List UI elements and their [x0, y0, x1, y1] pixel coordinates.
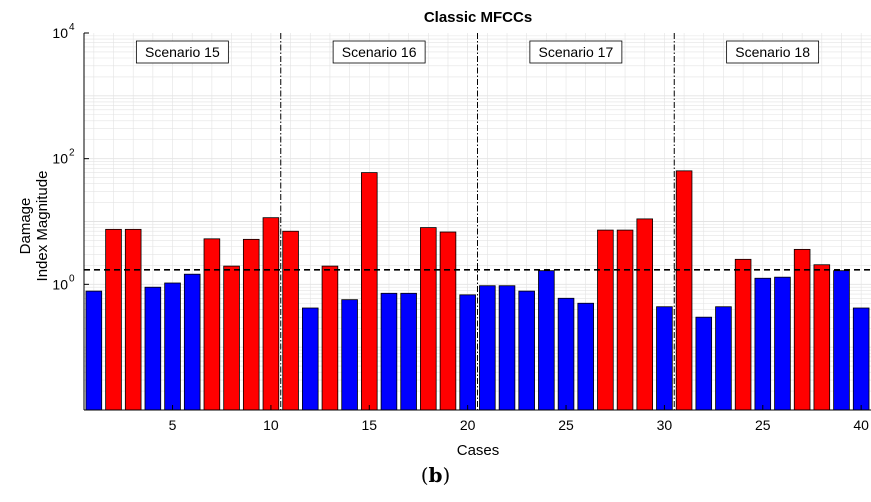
caption-open: (: [420, 463, 429, 487]
bar-case-36: [774, 276, 791, 411]
scenario-label-text: Scenario 15: [145, 44, 220, 60]
annotations: Scenario 15 Scenario 16 Scenario 17 Scenari…: [84, 33, 871, 410]
bar-case-29: [636, 218, 654, 411]
panel-caption: (b): [0, 463, 871, 487]
bar-case-12: [301, 307, 319, 411]
bar-case-20: [459, 294, 476, 411]
x-tick-label: 40: [853, 417, 869, 433]
bar-case-10: [262, 217, 280, 411]
scenario-label-text: Scenario 18: [735, 44, 810, 60]
bar-case-34: [734, 258, 752, 411]
bar-case-3: [124, 228, 142, 411]
bar-case-23: [518, 290, 535, 411]
bar-case-37: [793, 248, 811, 411]
bar-case-31: [675, 170, 693, 411]
y-tick-label: 10: [52, 151, 68, 167]
bar-case-33: [715, 306, 732, 411]
x-tick-label: 25: [755, 417, 771, 433]
bar-case-15: [361, 172, 378, 411]
x-axis-label: Cases: [457, 442, 500, 459]
scenario-label-2: Scenario 16: [332, 40, 426, 64]
x-tick-label: 20: [460, 417, 476, 433]
bar-case-24: [538, 270, 555, 411]
scenario-label-text: Scenario 17: [539, 44, 614, 60]
y-tick-label: 10: [52, 276, 68, 292]
bar-case-21: [479, 285, 496, 411]
scenario-label-3: Scenario 17: [529, 40, 623, 64]
bar-case-19: [439, 231, 457, 411]
bar-case-35: [754, 277, 772, 411]
bar-case-9: [242, 238, 260, 411]
scenario-label-box: [726, 40, 820, 64]
bar-case-40: [852, 307, 870, 411]
bar-case-25: [557, 297, 575, 411]
bar-case-38: [813, 264, 831, 411]
bar-case-5: [164, 282, 181, 411]
scenario-label-text: Scenario 16: [342, 44, 417, 60]
bar-case-39: [833, 270, 850, 411]
y-tick-exponent: 4: [69, 22, 75, 33]
y-tick-label: 10: [52, 25, 68, 41]
bar-case-27: [597, 229, 614, 411]
bar-case-7: [203, 238, 221, 411]
bar-case-8: [223, 265, 240, 411]
bar-case-26: [577, 302, 594, 411]
bar-case-6: [183, 273, 201, 411]
bar-case-11: [282, 230, 299, 411]
bar-case-14: [341, 299, 358, 411]
y-axis-label-line-2: Index Magnitude: [34, 171, 51, 282]
bar-case-17: [400, 292, 417, 411]
x-tick-label: 15: [361, 417, 377, 433]
y-axis-label-line-1: Damage: [17, 198, 34, 255]
y-axis-label: Damage Index Magnitude: [17, 171, 51, 282]
bar-case-28: [616, 229, 634, 411]
bar-case-16: [380, 292, 398, 411]
bar-case-4: [144, 286, 162, 411]
caption-letter: b: [428, 463, 443, 487]
chart-title: Classic MFCCs: [424, 9, 532, 26]
bar-case-32: [695, 316, 713, 411]
scenario-label-box: [529, 40, 623, 64]
bar-case-1: [85, 290, 103, 411]
scenario-label-4: Scenario 18: [726, 40, 820, 64]
x-tick-label: 25: [558, 417, 574, 433]
x-tick-label: 30: [657, 417, 673, 433]
caption-close: ): [442, 463, 451, 487]
bar-case-2: [105, 228, 122, 411]
x-tick-label: 5: [169, 417, 177, 433]
bar-case-13: [321, 265, 339, 411]
bar-case-22: [498, 285, 516, 411]
bar-case-18: [420, 227, 437, 411]
scenario-label-box: [332, 40, 426, 64]
y-tick-exponent: 2: [69, 148, 75, 159]
x-tick-label: 10: [263, 417, 279, 433]
bar-case-30: [656, 306, 673, 411]
y-tick-exponent: 0: [69, 273, 75, 284]
scenario-label-box: [135, 40, 229, 64]
scenario-label-1: Scenario 15: [135, 40, 229, 64]
